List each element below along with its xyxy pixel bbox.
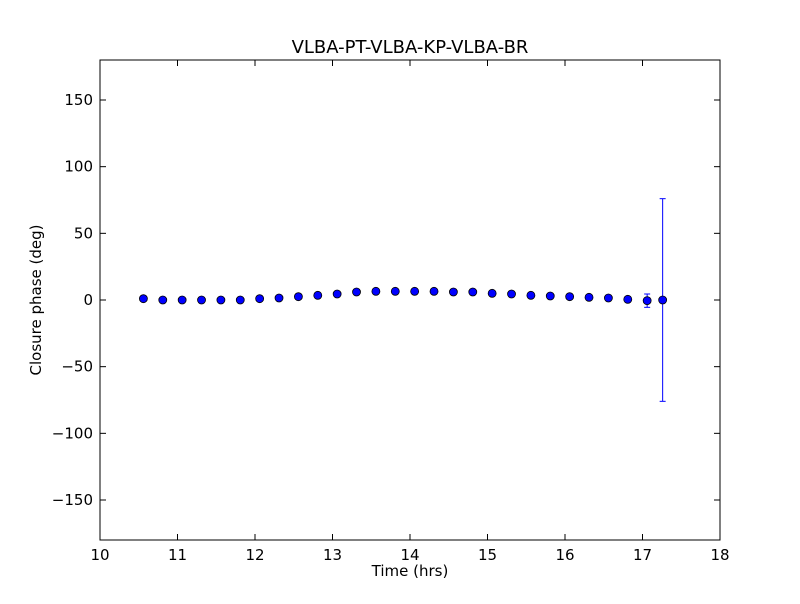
data-point xyxy=(526,290,536,300)
data-point xyxy=(313,290,323,300)
data-point xyxy=(429,286,439,296)
data-point xyxy=(352,287,361,297)
data-point xyxy=(235,295,245,305)
data-point xyxy=(487,288,497,298)
data-point-group xyxy=(293,292,303,302)
data-point-group xyxy=(658,198,668,402)
data-layer xyxy=(138,198,668,402)
x-tick-label: 16 xyxy=(555,546,574,564)
data-point-group xyxy=(545,291,555,301)
data-point-group xyxy=(158,295,168,305)
data-point-group xyxy=(177,295,187,305)
data-point-group xyxy=(410,286,420,296)
data-point-group xyxy=(332,289,342,299)
x-axis-label: Time (hrs) xyxy=(371,562,449,580)
y-tick-label: 50 xyxy=(74,224,93,242)
data-point-group xyxy=(604,293,613,303)
data-point xyxy=(658,295,668,305)
y-tick-label: 0 xyxy=(83,291,93,309)
data-point xyxy=(468,287,478,297)
x-tick-label: 10 xyxy=(90,546,109,564)
chart-title: VLBA-PT-VLBA-KP-VLBA-BR xyxy=(292,37,529,58)
data-point xyxy=(293,292,303,302)
data-point xyxy=(255,294,265,304)
data-point-group xyxy=(448,287,458,297)
y-tick-label: −100 xyxy=(52,424,93,442)
data-point-group xyxy=(526,290,536,300)
y-axis-label: Closure phase (deg) xyxy=(27,225,45,376)
data-point xyxy=(216,295,226,305)
data-point xyxy=(604,293,613,303)
data-point xyxy=(177,295,187,305)
data-point-group xyxy=(235,295,245,305)
data-point-group xyxy=(216,295,226,305)
data-point-group xyxy=(468,287,478,297)
x-tick-label: 13 xyxy=(323,546,342,564)
y-tick-label: 100 xyxy=(64,158,93,176)
plot-frame xyxy=(99,59,721,541)
data-point-group xyxy=(274,293,284,303)
data-point-group xyxy=(313,290,323,300)
data-point xyxy=(410,286,420,296)
data-point xyxy=(565,292,575,302)
data-point xyxy=(138,294,148,304)
data-point xyxy=(274,293,284,303)
x-tick-label: 17 xyxy=(633,546,652,564)
data-point-group xyxy=(565,292,575,302)
data-point xyxy=(197,295,206,305)
data-point xyxy=(584,292,594,302)
x-tick-label: 15 xyxy=(478,546,497,564)
data-point-group xyxy=(255,294,265,304)
data-point-group xyxy=(138,294,148,304)
y-tick-label: 150 xyxy=(64,91,93,109)
data-point xyxy=(623,294,633,304)
data-point xyxy=(545,291,555,301)
data-point-group xyxy=(352,287,361,297)
data-point-group xyxy=(487,288,497,298)
x-tick-label: 18 xyxy=(710,546,729,564)
data-point-group xyxy=(642,293,652,308)
x-tick-label: 11 xyxy=(168,546,187,564)
x-tick-label: 12 xyxy=(245,546,264,564)
tick-layer: 10 11 12 13 14 15 16 17 18 −150 −100 −50 0 50 100 150 xyxy=(52,60,730,564)
data-point-group xyxy=(371,286,381,296)
data-point xyxy=(390,286,400,296)
data-point-group xyxy=(429,286,439,296)
data-point xyxy=(448,287,458,297)
data-point xyxy=(642,296,652,306)
data-point xyxy=(332,289,342,299)
data-point-group xyxy=(623,294,633,304)
y-tick-label: −50 xyxy=(61,358,93,376)
y-tick-label: −150 xyxy=(52,491,93,509)
x-tick-label: 14 xyxy=(400,546,419,564)
data-point xyxy=(507,289,516,299)
data-point xyxy=(158,295,168,305)
data-point-group xyxy=(197,295,206,305)
data-point-group xyxy=(390,286,400,296)
data-point-group xyxy=(507,289,516,299)
data-point-group xyxy=(584,292,594,302)
data-point xyxy=(371,286,381,296)
